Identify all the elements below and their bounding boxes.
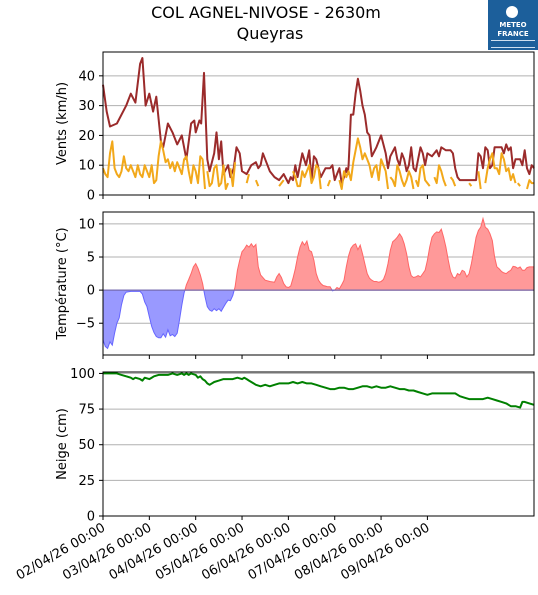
logo-emblem-icon [506,6,518,18]
wind-series-line [292,164,322,190]
snow-series-line [103,372,535,409]
y-axis-label: Vents (km/h) [55,82,70,165]
wind-series-line [433,164,447,187]
wind-series-line [449,176,457,187]
y-tick-label: 0 [87,189,95,204]
wind-series-line [468,182,473,187]
panel-1: 0 10 20 30 40 Vents (km/h) [55,51,535,204]
y-tick-label: −5 [76,317,95,332]
wind-series-line [206,164,230,190]
wind-series-line [526,179,534,190]
y-tick-label: 0 [87,284,95,299]
y-tick-label: 0 [87,510,95,525]
y-tick-label: 40 [78,69,95,84]
panel-frame [102,371,535,517]
chart-panels: 0 10 20 30 40 Vents (km/h) −5 0 5 10 Température (… [14,51,535,583]
temperature-negative-area [102,289,186,350]
wind-series-line [278,179,285,187]
panel-frame [102,51,535,196]
y-tick-label: 20 [78,129,95,144]
y-tick-label: 25 [78,474,95,489]
wind-series-line [484,152,517,184]
temperature-positive-area [334,216,535,291]
y-tick-label: 5 [87,251,95,266]
y-tick-label: 30 [78,99,95,114]
temperature-negative-area [203,289,235,313]
wind-series-line [414,164,431,188]
y-axis-label: Neige (cm) [55,408,70,480]
logo-text-france: FRANCE [497,30,529,38]
wind-series-line [338,137,389,190]
panel-frame [102,211,535,356]
panel-2: −5 0 5 10 Température (°C) [55,211,535,359]
chart-subtitle: Queyras [237,24,304,43]
panel-3: 0 25 50 75 100 Neige (cm) [55,367,535,525]
y-tick-label: 50 [78,438,95,453]
wind-series-line [254,179,260,187]
wind-series-line [326,179,332,187]
wind-series-line [517,182,521,187]
chart-title: COL AGNEL-NIVOSE - 2630m [151,3,381,22]
temperature-positive-area [233,239,333,291]
logo-tagline-lines [491,40,535,48]
wind-series-line [102,140,206,190]
wind-series-line [477,171,482,190]
logo-text-meteo: METEO [499,21,527,29]
wind-series-line [245,173,250,184]
meteo-france-logo: METEO FRANCE [488,0,538,50]
y-tick-label: 10 [78,159,95,174]
y-tick-label: 10 [78,217,95,232]
wind-series-line [389,164,415,190]
y-axis-label: Température (°C) [55,227,70,340]
gust-series-line [102,57,535,185]
temperature-positive-area [184,262,205,291]
wind-series-line [229,162,237,188]
y-tick-label: 100 [70,367,95,382]
y-tick-label: 75 [78,403,95,418]
